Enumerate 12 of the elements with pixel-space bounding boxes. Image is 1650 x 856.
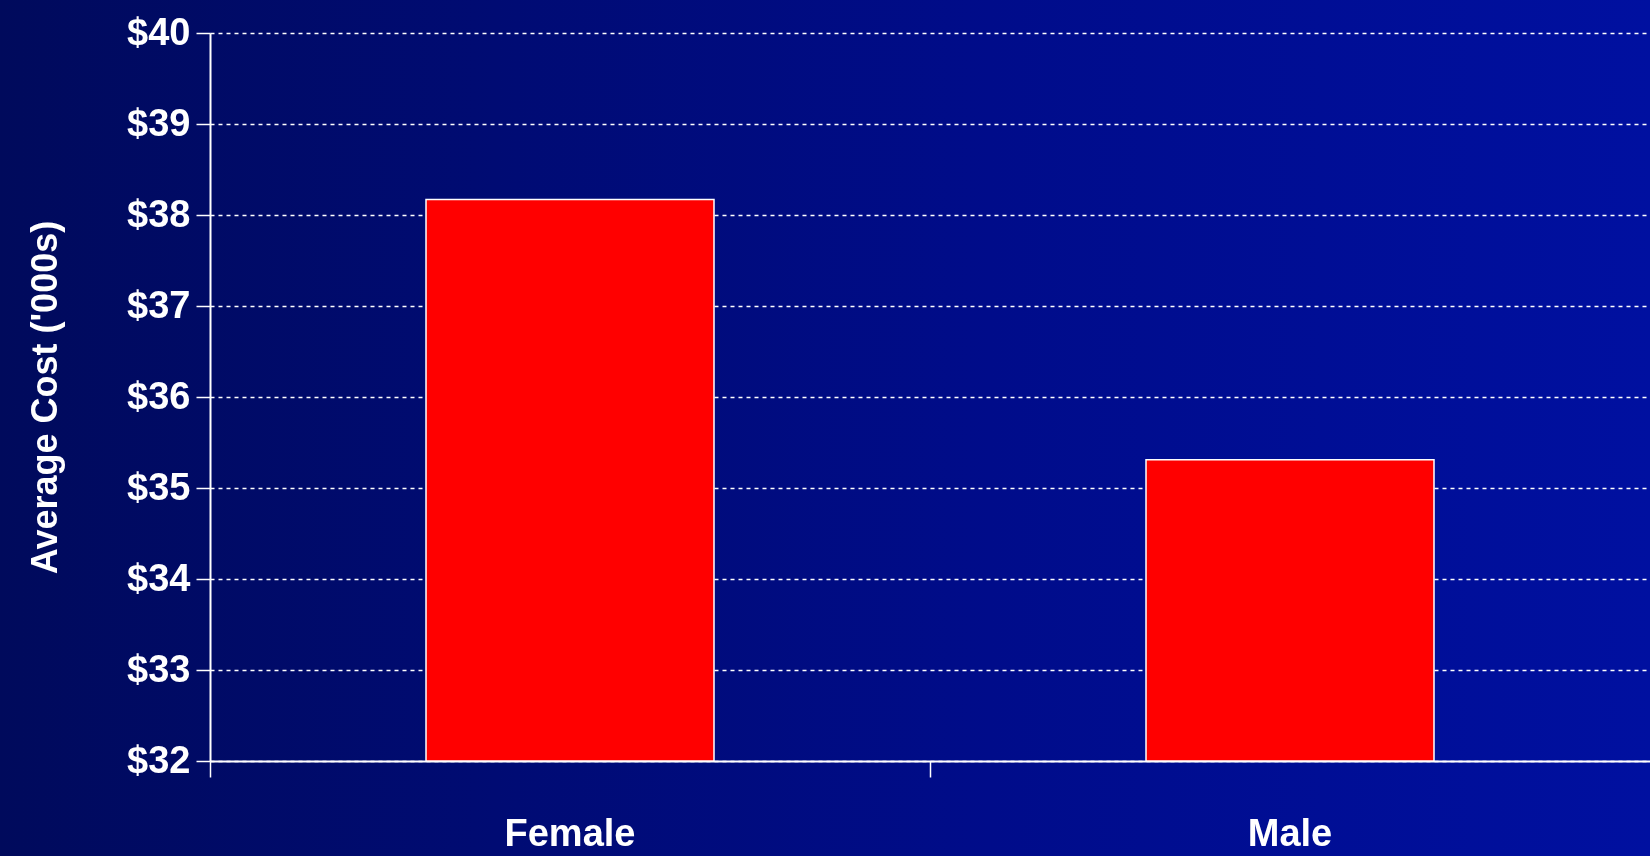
y-tick-label: $36 [127,374,191,417]
y-tick-label: $34 [127,556,191,599]
y-axis-title: Average Cost ('000s) [24,220,66,575]
y-tick-label: $35 [127,465,191,508]
y-tick-label: $40 [127,10,191,53]
y-tick-label: $39 [127,101,191,144]
x-tick-label: Female [504,811,636,854]
y-tick-label: $37 [127,283,191,326]
y-tick-label: $32 [127,738,191,781]
y-tick-label: $33 [127,647,191,690]
x-tick-label: Male [1247,811,1333,854]
y-tick-label: $38 [127,192,191,235]
